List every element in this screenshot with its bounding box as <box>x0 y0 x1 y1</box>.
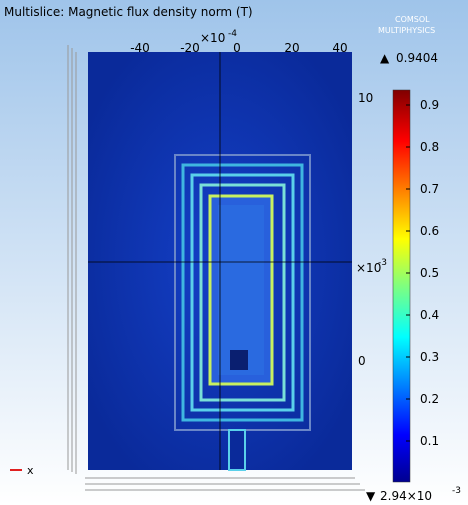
right-scale: ×10 <box>356 261 381 275</box>
top-tick-label: -40 <box>130 41 150 55</box>
top-tick-label: -20 <box>180 41 200 55</box>
plot-title: Multislice: Magnetic flux density norm (… <box>4 5 253 19</box>
min-label-marker: ▼ <box>366 489 376 503</box>
colorbar-tick-label: 0.1 <box>420 434 439 448</box>
top-scale: ×10 <box>200 31 225 45</box>
colorbar-ticks: 0.9 0.8 0.7 0.6 0.5 0.4 0.3 0.2 0.1 <box>406 98 439 448</box>
colorbar-tick-label: 0.7 <box>420 182 439 196</box>
colorbar-tick-label: 0.8 <box>420 140 439 154</box>
top-tick-label: 0 <box>233 41 241 55</box>
colorbar-tick-label: 0.3 <box>420 350 439 364</box>
right-tick-label: 10 <box>358 91 373 105</box>
top-exponent: -4 <box>228 29 237 39</box>
min-exponent: -3 <box>452 486 461 496</box>
max-label-marker: ▲ <box>380 51 390 65</box>
axis-label: x <box>27 464 34 477</box>
top-tick-label: 20 <box>284 41 299 55</box>
colorbar-tick-label: 0.9 <box>420 98 439 112</box>
colorbar-tick-label: 0.2 <box>420 392 439 406</box>
coil-terminal <box>230 350 248 370</box>
max-label: 0.9404 <box>396 51 438 65</box>
colorbar-tick-label: 0.4 <box>420 308 439 322</box>
logo: MULTIPHYSICS <box>378 26 435 35</box>
logo: COMSOL <box>395 15 430 24</box>
min-label: 2.94×10 <box>380 489 432 503</box>
right-exponent: -3 <box>378 258 387 268</box>
colorbar-tick-label: 0.6 <box>420 224 439 238</box>
right-tick-label: 0 <box>358 354 366 368</box>
axis-frame <box>67 45 365 491</box>
colorbar <box>392 89 411 483</box>
top-tick-label: 40 <box>332 41 347 55</box>
coil-feed <box>228 429 246 471</box>
colorbar-tick-label: 0.5 <box>420 266 439 280</box>
